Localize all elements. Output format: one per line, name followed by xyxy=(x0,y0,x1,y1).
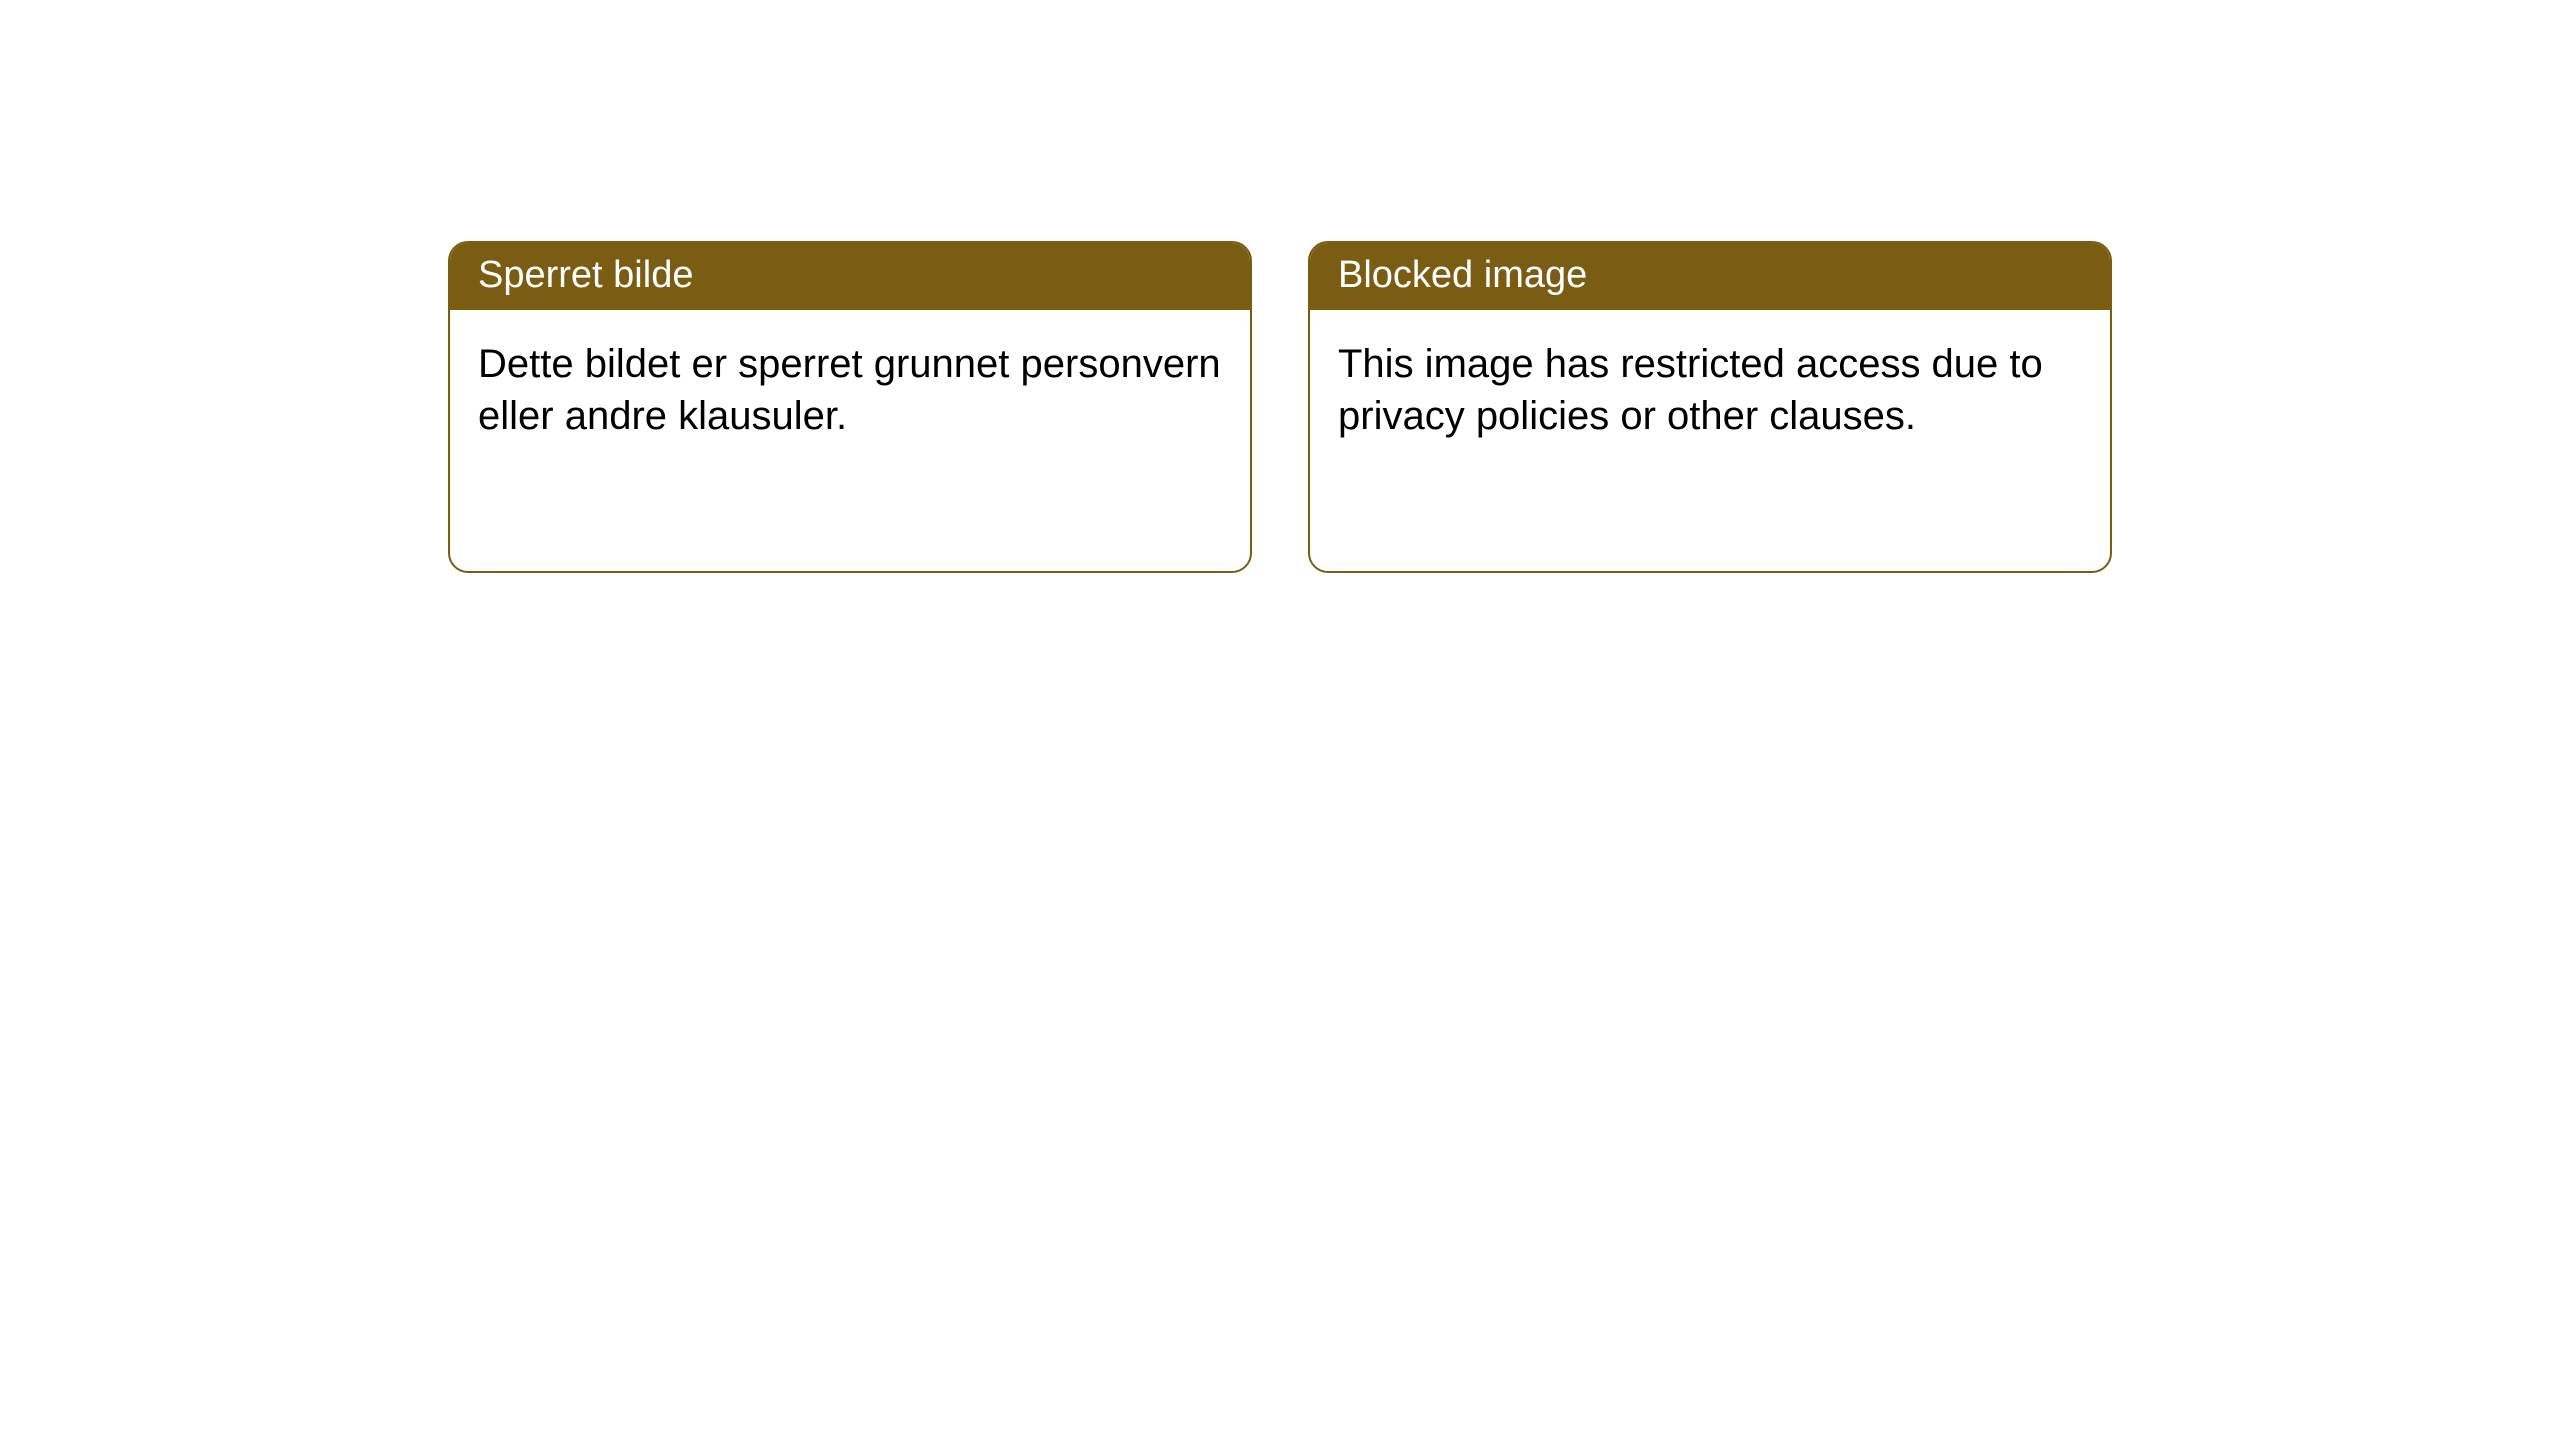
notice-card-english: Blocked image This image has restricted … xyxy=(1308,241,2112,573)
notice-body-text: This image has restricted access due to … xyxy=(1310,310,2110,470)
notice-card-norwegian: Sperret bilde Dette bildet er sperret gr… xyxy=(448,241,1252,573)
notice-title: Blocked image xyxy=(1310,243,2110,310)
notice-title: Sperret bilde xyxy=(450,243,1250,310)
notice-body-text: Dette bildet er sperret grunnet personve… xyxy=(450,310,1250,470)
notice-container: Sperret bilde Dette bildet er sperret gr… xyxy=(0,0,2560,573)
